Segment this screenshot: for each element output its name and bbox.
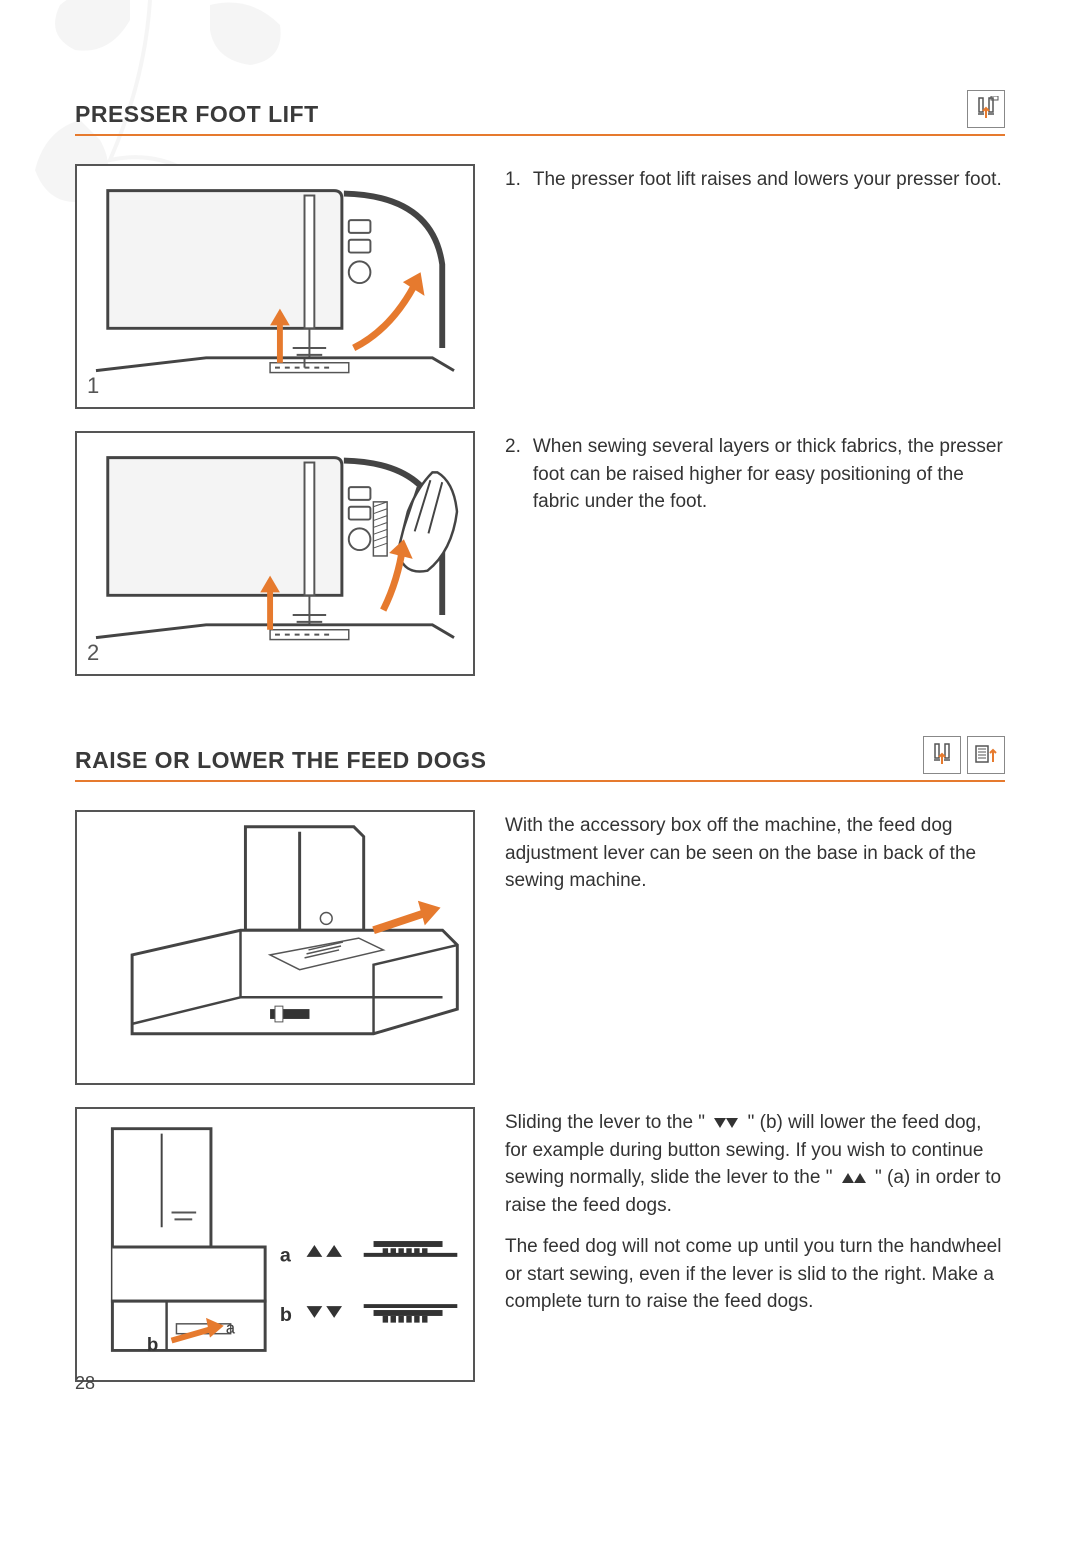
section2-title: RAISE OR LOWER THE FEED DOGS — [75, 747, 486, 774]
step1-body: The presser foot lift raises and lowers … — [533, 166, 1002, 194]
step1-num: 1. — [505, 166, 521, 194]
section2-row2: a b a b Sliding the lever — [75, 1107, 1005, 1382]
section2-row1: With the accessory box off the machine, … — [75, 810, 1005, 1085]
step1-text: 1. The presser foot lift raises and lowe… — [505, 164, 1005, 194]
section1-icons — [967, 90, 1005, 128]
figure-4: a b a b — [75, 1107, 475, 1382]
figure-3 — [75, 810, 475, 1085]
page-number: 28 — [75, 1373, 95, 1394]
section2-para2-3: Sliding the lever to the " " (b) will lo… — [505, 1107, 1005, 1330]
step2-text: 2. When sewing several layers or thick f… — [505, 431, 1005, 516]
section2-header: RAISE OR LOWER THE FEED DOGS — [75, 736, 1005, 782]
section2-icons — [923, 736, 1005, 774]
figure-1: 1 — [75, 164, 475, 409]
figure-2-label: 2 — [87, 640, 99, 666]
section2-para1: With the accessory box off the machine, … — [505, 810, 1005, 909]
svg-text:a: a — [280, 1245, 292, 1267]
figure-2: 2 — [75, 431, 475, 676]
section1-title: PRESSER FOOT LIFT — [75, 101, 319, 128]
section1-row1: 1 1. The presser foot lift raises and lo… — [75, 164, 1005, 409]
feed-dog-icon — [967, 736, 1005, 774]
para1-text: With the accessory box off the machine, … — [505, 812, 1005, 895]
up-triangles-icon — [840, 1171, 868, 1185]
para3-text: The feed dog will not come up until you … — [505, 1233, 1005, 1316]
svg-text:b: b — [147, 1333, 158, 1354]
step2-num: 2. — [505, 433, 521, 516]
down-triangles-icon — [712, 1116, 740, 1130]
section1-header: PRESSER FOOT LIFT — [75, 90, 1005, 136]
section1-row2: 2 2. When sewing several layers or thick… — [75, 431, 1005, 676]
svg-text:a: a — [226, 1319, 236, 1338]
presser-foot-icon — [967, 90, 1005, 128]
step2-body: When sewing several layers or thick fabr… — [533, 433, 1005, 516]
svg-text:b: b — [280, 1304, 292, 1326]
para2-text: Sliding the lever to the " " (b) will lo… — [505, 1109, 1005, 1219]
presser-foot-icon-2 — [923, 736, 961, 774]
manual-page: PRESSER FOOT LIFT — [0, 0, 1080, 1444]
figure-1-label: 1 — [87, 373, 99, 399]
